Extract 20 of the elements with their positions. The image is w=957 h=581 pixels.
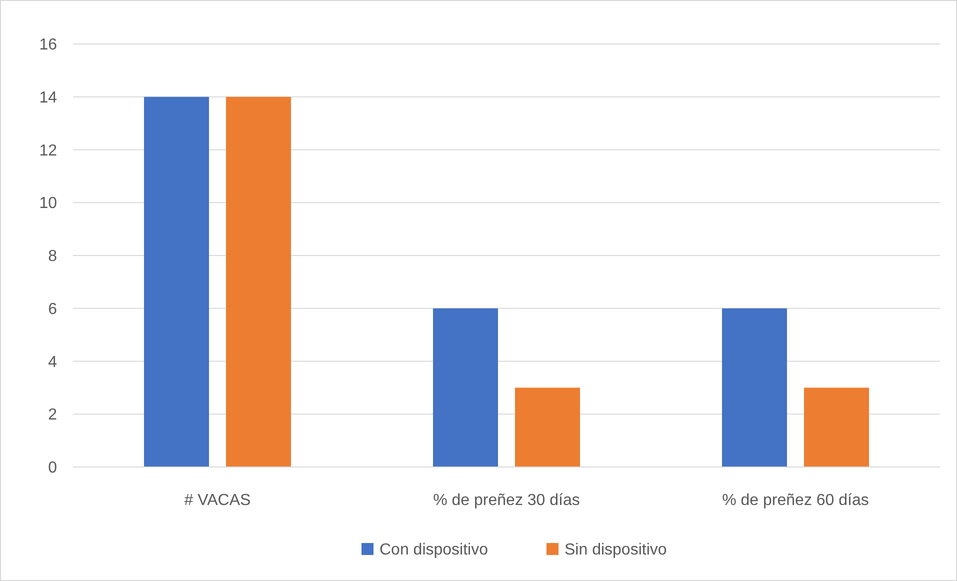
y-tick-label: 14: [39, 89, 58, 106]
y-tick-label: 0: [48, 460, 58, 477]
x-tick-label: # VACAS: [184, 492, 251, 509]
bar: [515, 388, 580, 467]
y-tick-label: 4: [48, 354, 58, 371]
x-tick-label: % de preñez 60 días: [722, 492, 869, 509]
bar: [226, 96, 291, 467]
y-tick-label: 16: [39, 36, 58, 54]
y-tick-label: 6: [48, 300, 58, 318]
x-tick-label: % de preñez 30 días: [433, 492, 580, 509]
bar: [433, 308, 498, 467]
y-tick-label: 2: [48, 406, 58, 424]
bar: [144, 96, 209, 467]
bar: [804, 388, 869, 467]
y-tick-label: 8: [48, 248, 58, 266]
y-tick-label: 12: [39, 142, 58, 160]
bar: [722, 308, 787, 467]
y-tick-label: 10: [39, 195, 58, 212]
legend-label: Con dispositivo: [380, 542, 488, 559]
legend-label: Sin dispositivo: [564, 542, 667, 559]
